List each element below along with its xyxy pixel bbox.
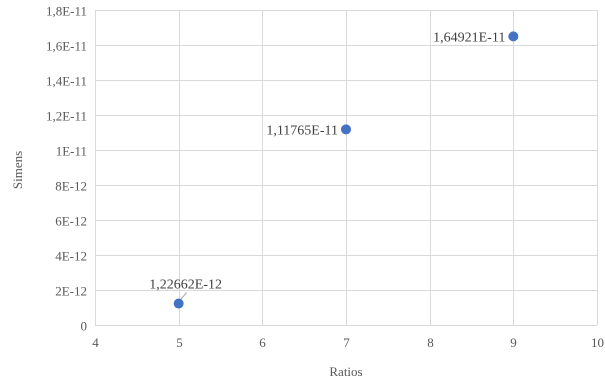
y-tick-label: 4E-12 — [55, 249, 87, 264]
data-point — [508, 31, 518, 41]
x-tick-label: 4 — [92, 335, 99, 350]
x-tick-label: 10 — [591, 335, 604, 350]
y-axis-title: Simens — [10, 151, 25, 189]
y-tick-label: 2E-12 — [55, 284, 87, 299]
x-tick-label: 8 — [427, 335, 434, 350]
data-point — [341, 124, 351, 134]
y-tick-label: 6E-12 — [55, 214, 87, 229]
y-tick-label: 1,6E-11 — [46, 39, 87, 54]
x-tick-label: 7 — [343, 335, 350, 350]
x-tick-label: 6 — [259, 335, 266, 350]
y-tick-label: 0 — [81, 319, 88, 334]
tick-label-layer: 0 2E-12 4E-12 6E-12 8E-12 1E-11 1,2E-11 1,4E-11… — [46, 4, 604, 351]
y-tick-label: 1,8E-11 — [46, 4, 87, 19]
data-label: 1,11765E-11 — [266, 123, 338, 138]
y-tick-label: 1,4E-11 — [46, 74, 87, 89]
data-label-layer: 1,22662E-12 1,11765E-11 1,64921E-11 — [149, 30, 505, 292]
x-axis-title: Ratios — [329, 364, 362, 379]
y-tick-label: 8E-12 — [55, 179, 87, 194]
y-tick-label: 1,2E-11 — [46, 109, 87, 124]
data-label: 1,64921E-11 — [433, 30, 505, 45]
data-label-leader-line — [181, 293, 187, 300]
x-tick-label: 5 — [176, 335, 183, 350]
x-tick-label: 9 — [510, 335, 517, 350]
y-tick-label: 1E-11 — [56, 144, 87, 159]
data-label: 1,22662E-12 — [149, 278, 222, 293]
data-point — [174, 299, 184, 309]
leader-line-layer — [181, 293, 187, 300]
